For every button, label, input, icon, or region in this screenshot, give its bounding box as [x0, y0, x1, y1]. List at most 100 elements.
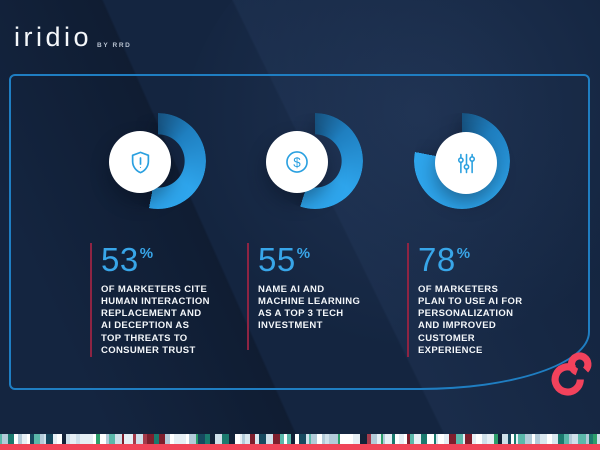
barcode-stripe: [222, 434, 224, 444]
barcode-stripe: [404, 434, 407, 444]
barcode-stripe: [122, 434, 124, 444]
percent-sign: %: [139, 245, 154, 262]
percent-sign: %: [296, 245, 311, 262]
barcode-stripe: [311, 434, 317, 444]
barcode-stripe: [8, 434, 14, 444]
barcode-stripe: [353, 434, 360, 444]
logo-byline: BY RRD: [97, 42, 132, 49]
barcode-stripe: [547, 434, 552, 444]
barcode-stripe: [508, 434, 511, 444]
barcode-stripe: [360, 434, 367, 444]
barcode-stripe: [586, 434, 589, 444]
barcode-stripe: [133, 434, 136, 444]
shield-alert-icon: [127, 149, 154, 176]
barcode-stripe: [494, 434, 498, 444]
barcode-stripe: [115, 434, 122, 444]
barcode-stripe: [572, 434, 578, 444]
stat-number: 55: [258, 241, 296, 278]
barcode-stripe: [215, 434, 222, 444]
barcode-stripe: [186, 434, 189, 444]
barcode-stripe: [564, 434, 569, 444]
barcode-stripe: [205, 434, 210, 444]
barcode-stripe: [385, 434, 392, 444]
barcode-stripe: [22, 434, 27, 444]
barcode-stripe: [299, 434, 306, 444]
svg-text:$: $: [293, 155, 301, 170]
barcode-stripe: [532, 434, 535, 444]
stat-description: OF MARKETERS CITE HUMAN INTERACTION REPL…: [101, 284, 210, 356]
barcode-stripe: [518, 434, 525, 444]
barcode-stripe: [347, 434, 353, 444]
barcode-stripe: [287, 434, 291, 444]
barcode-stripe: [170, 434, 174, 444]
barcode-stripe: [189, 434, 196, 444]
barcode-stripe: [578, 434, 581, 444]
barcode-stripe: [449, 434, 456, 444]
stat-description: NAME AI AND MACHINE LEARNING AS A TOP 3 …: [258, 284, 361, 332]
barcode-stripe: [130, 434, 133, 444]
barcode-stripe: [242, 434, 245, 444]
barcode-strip: [0, 434, 600, 444]
rrd-logo-mark: [549, 351, 593, 397]
barcode-stripe: [597, 434, 600, 444]
barcode-stripe: [0, 434, 2, 444]
barcode-stripe: [427, 434, 434, 444]
content-frame: [9, 74, 590, 390]
barcode-stripe: [581, 434, 586, 444]
barcode-stripe: [535, 434, 540, 444]
barcode-stripe: [2, 434, 8, 444]
barcode-stripe: [552, 434, 558, 444]
chart-hub-personalization: [435, 132, 497, 194]
barcode-stripe: [154, 434, 159, 444]
barcode-stripe: [280, 434, 284, 444]
barcode-stripe: [514, 434, 516, 444]
barcode-stripe: [334, 434, 338, 444]
barcode-stripe: [487, 434, 494, 444]
barcode-stripe: [340, 434, 347, 444]
barcode-stripe: [136, 434, 143, 444]
barcode-stripe: [463, 434, 465, 444]
barcode-stripe: [40, 434, 44, 444]
stat-block-personalization: 78% OF MARKETERS PLAN TO USE AI FOR PERS…: [407, 243, 559, 357]
dollar-circle-icon: $: [283, 148, 311, 176]
barcode-stripe: [57, 434, 62, 444]
stat-value: 78%: [418, 243, 559, 276]
barcode-stripe: [392, 434, 395, 444]
barcode-stripe: [589, 434, 593, 444]
barcode-stripe: [338, 434, 340, 444]
barcode-stripe: [482, 434, 487, 444]
barcode-stripe: [502, 434, 508, 444]
barcode-stripe: [407, 434, 410, 444]
barcode-stripe: [434, 434, 436, 444]
barcode-stripe: [295, 434, 299, 444]
barcode-stripe: [198, 434, 205, 444]
barcode-stripe: [224, 434, 229, 444]
bottom-red-bar: [0, 444, 600, 450]
barcode-stripe: [540, 434, 547, 444]
barcode-stripe: [240, 434, 242, 444]
barcode-stripe: [165, 434, 170, 444]
barcode-stripe: [593, 434, 597, 444]
chart-hub-trust: [109, 131, 171, 193]
barcode-stripe: [377, 434, 381, 444]
barcode-stripe: [18, 434, 22, 444]
sliders-icon: [453, 150, 480, 177]
percent-sign: %: [456, 245, 471, 262]
barcode-stripe: [181, 434, 186, 444]
barcode-stripe: [109, 434, 115, 444]
barcode-stripe: [159, 434, 165, 444]
barcode-stripe: [46, 434, 53, 444]
barcode-stripe: [76, 434, 80, 444]
chart-hub-investment: $: [266, 131, 328, 193]
barcode-stripe: [124, 434, 130, 444]
barcode-stripe: [235, 434, 240, 444]
stat-value: 55%: [258, 243, 399, 276]
stat-value: 53%: [101, 243, 242, 276]
barcode-stripe: [291, 434, 295, 444]
barcode-stripe: [329, 434, 334, 444]
barcode-stripe: [273, 434, 280, 444]
barcode-stripe: [472, 434, 476, 444]
barcode-stripe: [414, 434, 421, 444]
barcode-stripe: [86, 434, 93, 444]
